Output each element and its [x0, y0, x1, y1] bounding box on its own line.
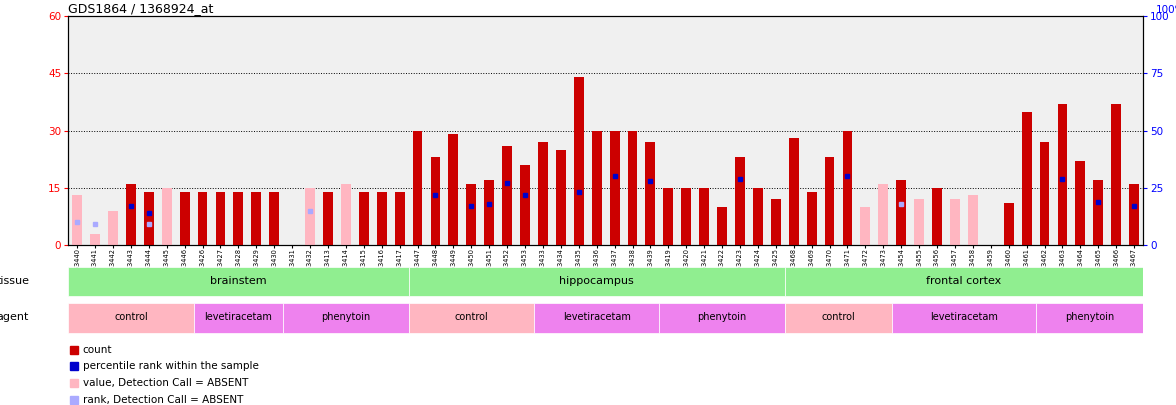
Bar — [448, 134, 459, 245]
Bar — [408, 303, 534, 333]
Bar — [323, 192, 333, 245]
Bar — [950, 199, 960, 245]
Text: control: control — [822, 312, 855, 322]
Bar — [72, 196, 82, 245]
Bar — [592, 130, 602, 245]
Bar — [143, 192, 154, 245]
Bar — [108, 211, 118, 245]
Bar — [126, 184, 136, 245]
Bar — [1022, 111, 1031, 245]
Bar — [430, 157, 440, 245]
Bar — [198, 192, 207, 245]
Text: GDS1864 / 1368924_at: GDS1864 / 1368924_at — [68, 2, 214, 15]
Text: control: control — [114, 312, 148, 322]
Text: percentile rank within the sample: percentile rank within the sample — [82, 361, 259, 371]
Bar — [789, 138, 799, 245]
Bar — [933, 188, 942, 245]
Text: levetiracetam: levetiracetam — [930, 312, 998, 322]
Text: phenytoin: phenytoin — [1064, 312, 1114, 322]
Bar — [681, 188, 691, 245]
Text: value, Detection Call = ABSENT: value, Detection Call = ABSENT — [82, 378, 248, 388]
Bar — [663, 188, 674, 245]
Bar — [413, 130, 422, 245]
Bar — [700, 188, 709, 245]
Bar — [215, 192, 226, 245]
Bar — [784, 303, 893, 333]
Bar — [556, 150, 566, 245]
Bar — [1004, 203, 1014, 245]
Text: rank, Detection Call = ABSENT: rank, Detection Call = ABSENT — [82, 394, 243, 405]
Bar — [534, 303, 660, 333]
Bar — [283, 303, 408, 333]
Bar — [628, 130, 637, 245]
Bar — [753, 188, 763, 245]
Bar — [537, 142, 548, 245]
Text: tissue: tissue — [0, 276, 29, 286]
Bar — [824, 157, 835, 245]
Text: control: control — [454, 312, 488, 322]
Text: count: count — [82, 345, 112, 355]
Bar — [735, 157, 744, 245]
Bar — [1040, 142, 1049, 245]
Bar — [968, 196, 977, 245]
Bar — [1111, 104, 1121, 245]
Text: phenytoin: phenytoin — [697, 312, 747, 322]
Bar — [807, 192, 816, 245]
Text: phenytoin: phenytoin — [321, 312, 370, 322]
Text: levetiracetam: levetiracetam — [205, 312, 273, 322]
Text: 100%: 100% — [1156, 5, 1176, 15]
Text: hippocampus: hippocampus — [560, 276, 634, 286]
Bar — [1075, 161, 1085, 245]
Bar — [252, 192, 261, 245]
Bar — [771, 199, 781, 245]
Bar — [896, 180, 907, 245]
Bar — [68, 267, 408, 296]
Bar — [861, 207, 870, 245]
Bar — [408, 267, 784, 296]
Bar — [485, 180, 494, 245]
Bar — [91, 234, 100, 245]
Text: levetiracetam: levetiracetam — [563, 312, 630, 322]
Bar — [68, 303, 194, 333]
Bar — [842, 130, 853, 245]
Bar — [234, 192, 243, 245]
Bar — [914, 199, 924, 245]
Bar — [162, 188, 172, 245]
Bar — [269, 192, 279, 245]
Bar — [194, 303, 283, 333]
Bar — [609, 130, 620, 245]
Text: brainstem: brainstem — [211, 276, 267, 286]
Bar — [180, 192, 189, 245]
Bar — [574, 77, 583, 245]
Bar — [878, 184, 888, 245]
Bar — [660, 303, 784, 333]
Bar — [341, 184, 350, 245]
Bar — [359, 192, 369, 245]
Bar — [467, 184, 476, 245]
Bar — [646, 142, 655, 245]
Bar — [1036, 303, 1143, 333]
Bar — [1129, 184, 1140, 245]
Bar — [1057, 104, 1068, 245]
Text: frontal cortex: frontal cortex — [927, 276, 1002, 286]
Bar — [395, 192, 405, 245]
Bar — [1094, 180, 1103, 245]
Bar — [717, 207, 727, 245]
Bar — [305, 188, 315, 245]
Text: agent: agent — [0, 312, 29, 322]
Bar — [376, 192, 387, 245]
Bar — [520, 165, 530, 245]
Bar — [502, 146, 512, 245]
Bar — [893, 303, 1036, 333]
Bar — [784, 267, 1143, 296]
